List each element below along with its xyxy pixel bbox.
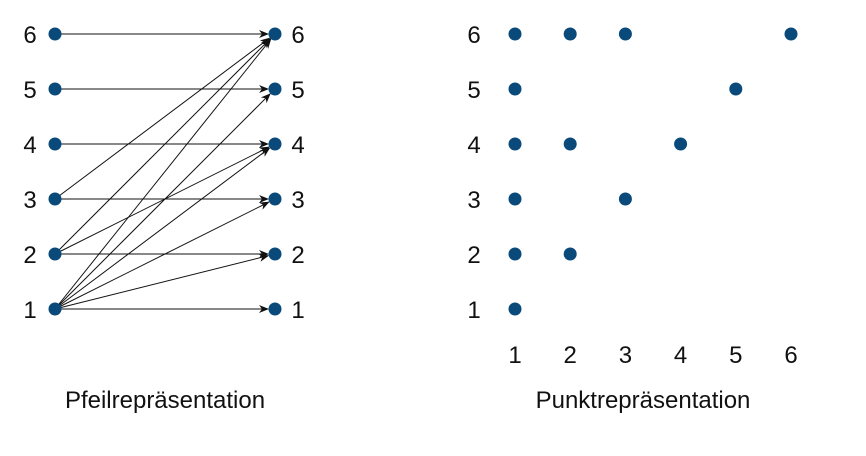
x-tick-label-3: 3: [619, 342, 632, 369]
x-tick-label-6: 6: [784, 342, 797, 369]
right-label-5: 5: [291, 77, 304, 104]
right-label-3: 3: [291, 187, 304, 214]
arrow-1-to-4: [54, 147, 271, 310]
right-node-2: [268, 247, 282, 261]
y-tick-label-1: 1: [467, 297, 480, 324]
point-6-6: [784, 27, 798, 41]
right-node-4: [268, 137, 282, 151]
arrow-1-to-2: [54, 254, 270, 310]
right-node-5: [268, 82, 282, 96]
point-2-2: [563, 247, 577, 261]
y-tick-label-4: 4: [467, 132, 480, 159]
right-node-3: [268, 192, 282, 206]
dot-diagram-caption: Punktrepräsentation: [536, 387, 751, 414]
left-node-3: [48, 192, 62, 206]
left-node-1: [48, 302, 62, 316]
left-node-4: [48, 137, 62, 151]
y-tick-label-5: 5: [467, 77, 480, 104]
point-1-2: [508, 247, 522, 261]
point-1-5: [508, 82, 522, 96]
point-2-6: [563, 27, 577, 41]
left-node-2: [48, 247, 62, 261]
x-tick-label-2: 2: [564, 342, 577, 369]
point-5-5: [729, 82, 743, 96]
right-node-1: [268, 302, 282, 316]
arrow-1-to-6: [54, 38, 272, 310]
arrow-representation: 1 2 3 4 5 6 1 2 3 4 5 6: [23, 22, 304, 324]
arrows: [54, 30, 272, 313]
dot-representation: 1 2 3 4 5 6 1 2 3 4 5 6: [467, 22, 797, 369]
point-4-4: [674, 137, 688, 151]
left-label-4: 4: [23, 132, 36, 159]
y-tick-label-2: 2: [467, 242, 480, 269]
point-3-3: [618, 192, 632, 206]
point-2-4: [563, 137, 577, 151]
y-tick-label-3: 3: [467, 187, 480, 214]
point-1-6: [508, 27, 522, 41]
left-label-6: 6: [23, 22, 36, 49]
right-label-1: 1: [291, 297, 304, 324]
left-label-2: 2: [23, 242, 36, 269]
x-tick-label-5: 5: [729, 342, 742, 369]
arrow-3-to-6: [54, 37, 271, 200]
right-node-6: [268, 27, 282, 41]
left-label-1: 1: [23, 297, 36, 324]
left-node-6: [48, 27, 62, 41]
right-label-2: 2: [291, 242, 304, 269]
arrow-1-to-3: [54, 201, 270, 310]
point-1-4: [508, 137, 522, 151]
right-label-4: 4: [291, 132, 304, 159]
x-tick-label-1: 1: [508, 342, 521, 369]
arrow-2-to-4: [54, 146, 270, 255]
left-label-5: 5: [23, 77, 36, 104]
point-3-6: [618, 27, 632, 41]
right-label-6: 6: [291, 22, 304, 49]
arrow-2-to-6: [54, 38, 271, 255]
y-tick-label-6: 6: [467, 22, 480, 49]
point-1-3: [508, 192, 522, 206]
arrow-diagram-caption: Pfeilrepräsentation: [65, 387, 265, 414]
left-label-3: 3: [23, 187, 36, 214]
arrow-1-to-5: [54, 93, 271, 310]
left-node-5: [48, 82, 62, 96]
x-tick-label-4: 4: [674, 342, 687, 369]
point-1-1: [508, 302, 522, 316]
